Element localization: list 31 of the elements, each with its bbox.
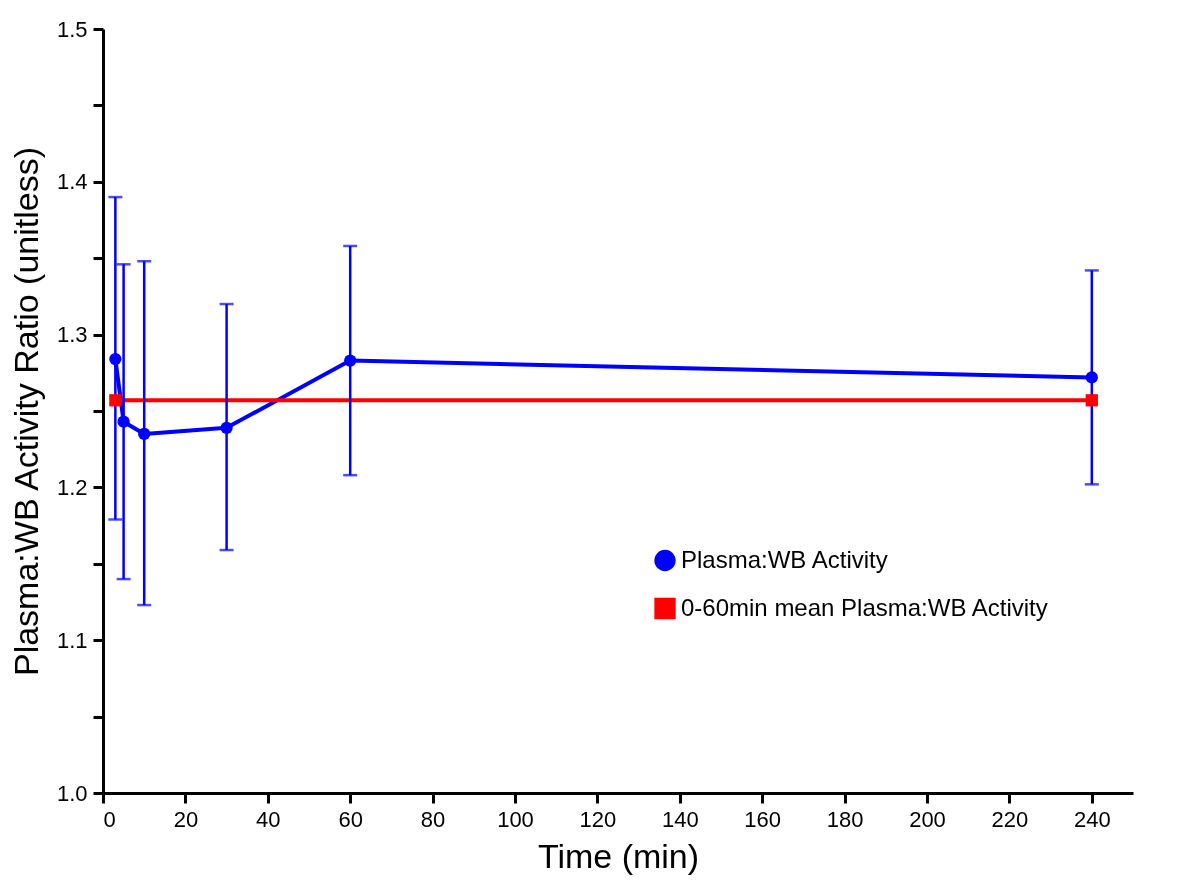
point	[344, 354, 357, 367]
x-axis-title: Time (min)	[537, 836, 700, 875]
y-tick-label: 1.2	[56, 474, 88, 500]
y-tick-label: 1.0	[56, 780, 88, 806]
x-tick-label: 200	[909, 806, 946, 832]
point	[117, 415, 130, 428]
legend-label: Plasma:WB Activity	[681, 545, 888, 573]
x-tick-label: 120	[579, 806, 617, 832]
x-tick-label: 100	[497, 806, 534, 832]
x-tick-label: 60	[338, 806, 363, 832]
point	[109, 394, 122, 407]
y-tick-label: 1.3	[56, 322, 88, 348]
y-axis-title: Plasma:WB Activity Ratio (unitless)	[6, 146, 45, 677]
x-tick-label: 20	[173, 806, 199, 832]
point	[220, 421, 233, 434]
x-tick-label: 140	[661, 806, 699, 832]
y-tick-label: 1.4	[56, 169, 88, 195]
x-tick-label: 220	[991, 806, 1029, 832]
point	[109, 352, 122, 366]
point	[138, 427, 151, 441]
point	[1085, 371, 1098, 384]
point	[1085, 394, 1098, 407]
x-tick-label: 40	[256, 806, 281, 832]
y-tick-label: 1.5	[56, 16, 88, 42]
x-tick-label: 0	[103, 806, 116, 832]
y-tick-label: 1.1	[56, 627, 88, 653]
legend-label: 0-60min mean Plasma:WB Activity	[681, 593, 1048, 621]
x-tick-label: 160	[744, 806, 782, 832]
x-tick-label: 180	[826, 806, 864, 832]
x-tick-label: 80	[420, 806, 446, 832]
x-tick-label: 240	[1073, 806, 1111, 832]
